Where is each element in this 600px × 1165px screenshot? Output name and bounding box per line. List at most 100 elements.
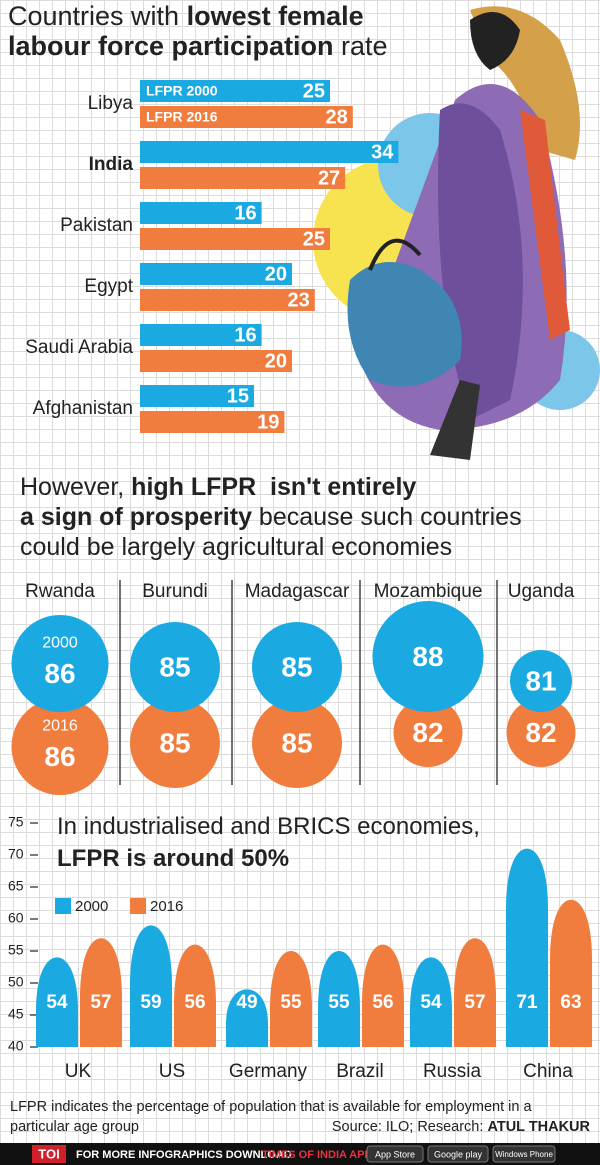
bar: [140, 263, 292, 285]
legend-swatch: [130, 898, 146, 914]
chart-title-run: could be largely agricultural economies: [20, 533, 452, 561]
series-label: 2016: [42, 718, 78, 735]
value-label: 16: [234, 202, 256, 224]
value-label: 85: [159, 651, 190, 682]
category-label: Madagascar: [245, 581, 350, 602]
value-label: 82: [412, 717, 443, 748]
chart-title: could be largely agricultural economies: [20, 533, 452, 561]
store-badge[interactable]: App Store: [375, 1149, 415, 1159]
value-label: 23: [288, 289, 310, 311]
bar: [550, 899, 592, 1047]
value-label: 54: [46, 992, 68, 1013]
value-label: 81: [525, 665, 556, 696]
bar: [140, 385, 254, 407]
source-run: Source: ILO; Research:: [332, 1119, 488, 1135]
bar: [80, 938, 122, 1047]
value-label: 34: [371, 141, 394, 163]
category-label: Egypt: [84, 276, 133, 297]
value-label: 55: [280, 992, 302, 1013]
legend-label: LFPR 2000: [146, 83, 218, 99]
store-badge[interactable]: Google play: [434, 1149, 483, 1159]
brand: TOI: [38, 1146, 59, 1161]
banner-text: FOR MORE INFOGRAPHICS DOWNLOAD: [76, 1149, 292, 1161]
bubble: [252, 622, 342, 712]
chart-title-run: However,: [20, 473, 131, 501]
category-label: UK: [65, 1061, 92, 1082]
bubble: [506, 698, 576, 767]
category-label: Burundi: [142, 581, 208, 602]
value-label: 19: [257, 411, 279, 433]
bar: [270, 951, 312, 1047]
y-tick-label: 45: [8, 1006, 24, 1022]
bar: [130, 925, 172, 1047]
value-label: 25: [303, 80, 325, 102]
legend-label: 2000: [75, 898, 108, 915]
category-label: Mozambique: [374, 581, 483, 602]
category-label: Afghanistan: [33, 398, 133, 419]
bar: [140, 141, 399, 163]
bar: [140, 411, 285, 433]
y-tick-label: 70: [8, 846, 24, 862]
value-label: 86: [44, 658, 75, 689]
bubble: [510, 650, 572, 712]
value-label: 15: [227, 385, 249, 407]
category-label: Libya: [88, 93, 134, 114]
category-label: Russia: [423, 1061, 482, 1082]
bar: [140, 202, 262, 224]
value-label: 86: [44, 741, 75, 772]
note: particular age group: [10, 1119, 139, 1135]
value-label: 88: [412, 641, 443, 672]
chart-title-run: labour force participation: [8, 31, 334, 61]
value-label: 49: [236, 992, 257, 1013]
y-tick-label: 40: [8, 1038, 24, 1054]
chart-title: Countries with lowest female: [8, 1, 364, 31]
chart-title: However, high LFPR isn't entirely: [20, 473, 416, 501]
value-label: 16: [234, 324, 256, 346]
value-label: 63: [560, 992, 581, 1013]
bar: [410, 957, 452, 1047]
bar: [140, 228, 330, 250]
category-label: Uganda: [508, 581, 575, 602]
category-label: Brazil: [336, 1061, 384, 1082]
value-label: 85: [159, 727, 190, 758]
legend-swatch: [55, 898, 71, 914]
bar: [454, 938, 496, 1047]
bubble: [11, 698, 109, 795]
illustration: [313, 6, 600, 460]
value-label: 55: [328, 992, 350, 1013]
chart-title-run: In industrialised and BRICS economies,: [57, 813, 480, 840]
chart-title: LFPR is around 50%: [57, 845, 289, 872]
y-tick-label: 60: [8, 910, 24, 926]
chart-title-run: a sign of prosperity: [20, 503, 252, 531]
value-label: 56: [184, 992, 205, 1013]
category-label: US: [159, 1061, 185, 1082]
source: Source: ILO; Research: ATUL THAKUR: [332, 1119, 591, 1135]
value-label: 85: [281, 727, 312, 758]
bar: [140, 350, 292, 372]
value-label: 56: [372, 992, 393, 1013]
chart-title: In industrialised and BRICS economies,: [57, 813, 480, 840]
note: LFPR indicates the percentage of populat…: [10, 1099, 532, 1115]
store-badge[interactable]: Windows Phone: [495, 1150, 553, 1159]
bar: [140, 106, 353, 128]
value-label: 25: [303, 228, 325, 250]
legend-label: 2016: [150, 898, 183, 915]
category-label: Rwanda: [25, 581, 95, 602]
chart-title-run: lowest female: [187, 1, 364, 31]
y-tick-label: 50: [8, 974, 24, 990]
bar: [140, 80, 330, 102]
value-label: 27: [318, 167, 340, 189]
value-label: 28: [326, 106, 348, 128]
chart-title-run: because such countries: [252, 503, 522, 531]
bubble: [11, 615, 109, 712]
value-label: 82: [525, 717, 556, 748]
value-label: 20: [265, 350, 287, 372]
bar: [36, 957, 78, 1047]
value-label: 57: [90, 992, 111, 1013]
value-label: 57: [464, 992, 485, 1013]
bubble: [252, 698, 342, 788]
value-label: 59: [140, 992, 161, 1013]
bar: [140, 324, 262, 346]
